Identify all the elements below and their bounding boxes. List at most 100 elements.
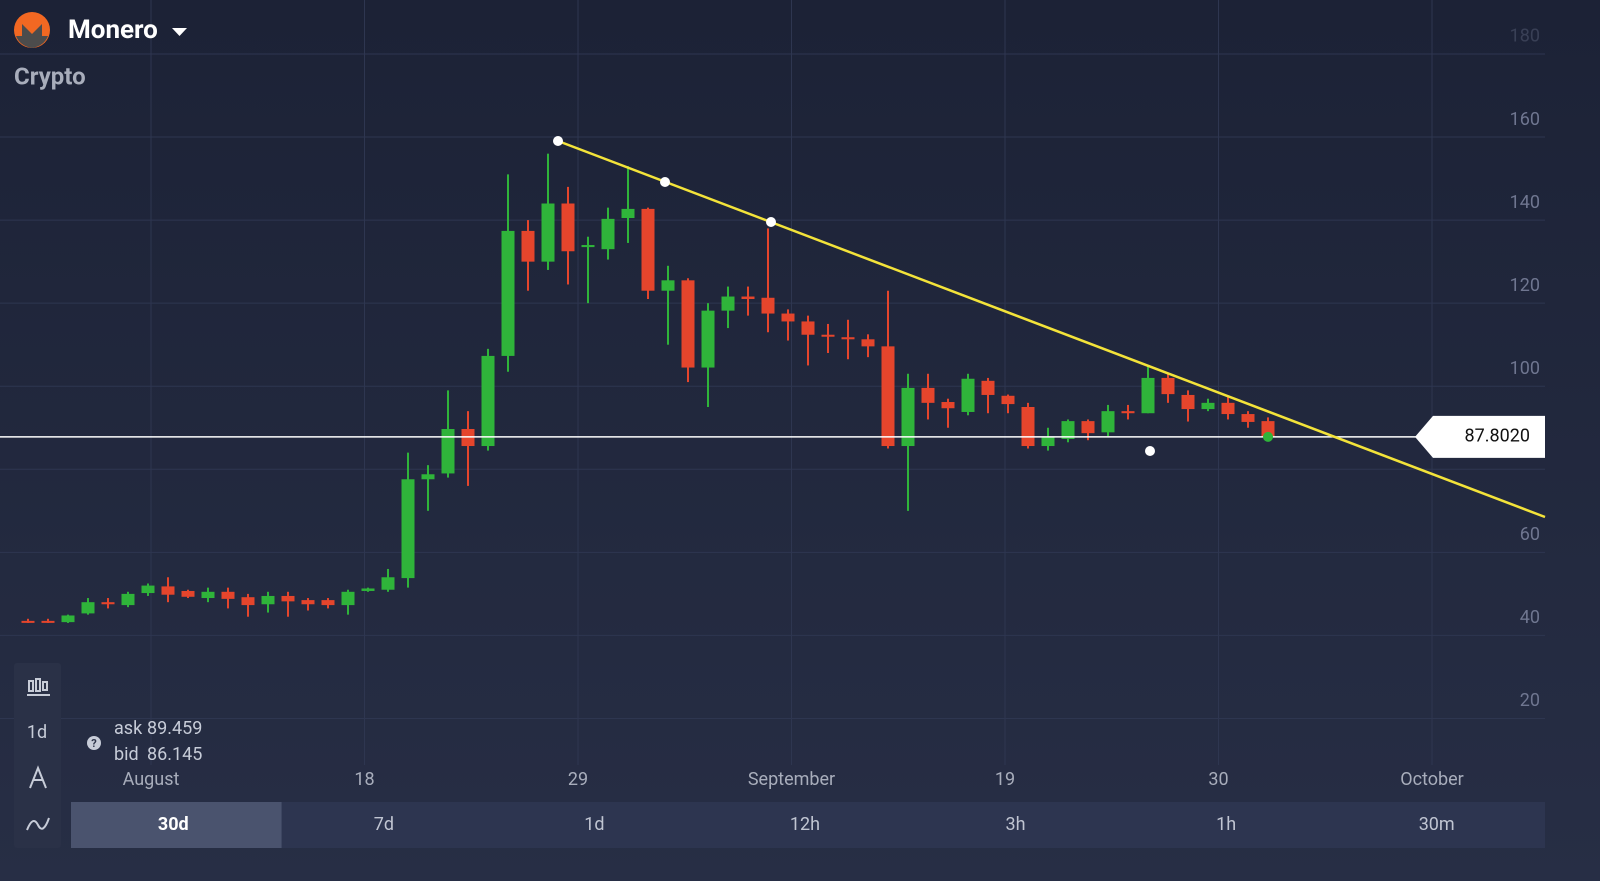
dropdown-arrow[interactable] [172, 28, 187, 36]
candle-body [1101, 411, 1115, 433]
candle-body [981, 380, 995, 395]
period-button[interactable]: 12h [790, 814, 820, 835]
period-button[interactable]: 3h [1006, 814, 1026, 835]
candle-body [321, 600, 335, 606]
candle-body [921, 387, 935, 403]
candle-body [761, 297, 775, 314]
candle-body [1081, 421, 1095, 434]
period-button[interactable]: 30d [158, 814, 189, 835]
candle-body [281, 595, 295, 602]
candle-body [341, 591, 355, 606]
period-button[interactable]: 30m [1419, 814, 1455, 835]
candle-body [361, 588, 375, 591]
x-tick-label: 29 [568, 769, 588, 790]
period-button[interactable]: 1h [1216, 814, 1236, 835]
y-tick-label: 180 [1510, 26, 1540, 47]
candle-body [401, 479, 415, 579]
trend-line[interactable] [557, 139, 1546, 519]
candle-body [1221, 402, 1235, 415]
candle-body [81, 602, 95, 614]
candle-body [601, 218, 615, 250]
candle-body [721, 296, 735, 311]
x-tick-label: September [748, 769, 835, 790]
help-icon[interactable] [87, 736, 101, 750]
interval-button[interactable]: 1d [27, 722, 47, 743]
candle-body [161, 586, 175, 595]
x-tick-label: October [1400, 769, 1464, 790]
candle-body [541, 203, 555, 262]
candle-body [301, 600, 315, 605]
candle-body [701, 310, 715, 368]
candle-body [521, 230, 535, 262]
candle-body [1201, 402, 1215, 410]
candle-body [1241, 414, 1255, 422]
candle-body [801, 321, 815, 335]
candle-body [481, 355, 495, 447]
candle-body [841, 337, 855, 340]
candle-body [661, 280, 675, 291]
bid-value: 86.145 [147, 744, 202, 765]
candle-body [141, 585, 155, 594]
period-active-bg [71, 802, 282, 848]
candle-body [21, 620, 35, 623]
candle-body [961, 378, 975, 412]
side-toolbar [14, 663, 61, 848]
y-tick-label: 120 [1510, 275, 1540, 296]
candle-body [1181, 394, 1195, 410]
draw-icon[interactable] [29, 765, 47, 789]
bid-label: bid [114, 744, 139, 765]
trend-point[interactable] [660, 177, 670, 187]
period-bar [71, 802, 1545, 848]
candle-body [41, 620, 55, 623]
candle-body [641, 208, 655, 291]
candle-body [121, 593, 135, 606]
candle-body [421, 474, 435, 480]
asset-name[interactable]: Monero [68, 15, 158, 45]
y-tick-label: 20 [1520, 690, 1540, 711]
logo-mark [16, 24, 48, 48]
y-tick-label: 40 [1520, 607, 1540, 628]
period-button[interactable]: 1d [584, 814, 604, 835]
x-tick-label: 18 [354, 769, 374, 790]
trend-point[interactable] [766, 217, 776, 227]
candle-body [501, 230, 515, 356]
y-tick-label: 100 [1510, 358, 1540, 379]
candle-body [1041, 437, 1055, 447]
candle-body [681, 280, 695, 368]
candle-body [1261, 421, 1275, 437]
candle-body [881, 346, 895, 447]
candle-body [1061, 421, 1075, 439]
candle-body [581, 245, 595, 248]
candle-body [221, 591, 235, 599]
y-tick-label: 60 [1520, 524, 1540, 545]
candle-body [821, 334, 835, 337]
trend-point[interactable] [553, 136, 563, 146]
candle-body [1121, 411, 1135, 414]
candle-body [561, 203, 575, 252]
price-tag [1415, 415, 1545, 458]
candle-icon[interactable] [27, 678, 50, 696]
x-tick-label: 30 [1208, 769, 1228, 790]
candle-body [241, 597, 255, 606]
current-price-dot [1263, 431, 1273, 442]
candle-body [1141, 377, 1155, 414]
price-tag-label: 87.8020 [1465, 426, 1530, 447]
candle-body [1161, 377, 1175, 395]
candle-body [381, 577, 395, 590]
candle-body [101, 602, 115, 605]
help-icon-glyph: ? [91, 737, 97, 750]
candle-body [61, 615, 75, 623]
y-tick-label: 160 [1510, 109, 1540, 130]
candle-body [861, 339, 875, 347]
trend-point[interactable] [1145, 446, 1155, 456]
candle-body [621, 208, 635, 219]
ask-label: ask [114, 718, 143, 739]
x-tick-label: 19 [995, 769, 1015, 790]
indicator-icon[interactable] [26, 817, 50, 831]
x-tick-label: August [123, 769, 180, 790]
candle-body [741, 296, 755, 300]
candle-body [901, 387, 915, 447]
period-button[interactable]: 7d [374, 814, 394, 835]
